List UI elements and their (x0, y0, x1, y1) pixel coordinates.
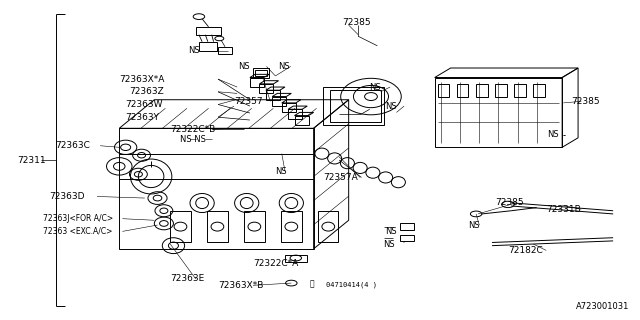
Text: NS: NS (278, 62, 290, 71)
Text: NS: NS (369, 83, 381, 92)
Text: NS: NS (385, 227, 396, 236)
Text: 72363C: 72363C (56, 141, 90, 150)
Text: Ⓢ: Ⓢ (309, 280, 314, 289)
Bar (435, 77, 562, 147)
Text: NS: NS (547, 130, 559, 139)
Bar (318, 211, 339, 243)
Text: NS: NS (189, 46, 200, 55)
Text: 72363X*A: 72363X*A (119, 75, 164, 84)
Text: 72322C*B: 72322C*B (170, 125, 216, 134)
Bar (495, 84, 507, 97)
Text: A723001031: A723001031 (575, 302, 629, 311)
Bar (285, 254, 307, 261)
Text: 04710414(4 ): 04710414(4 ) (326, 281, 378, 288)
Text: 72363J<FOR A/C>: 72363J<FOR A/C> (43, 214, 113, 223)
Text: NS: NS (275, 167, 287, 176)
Bar (281, 211, 301, 243)
Bar (457, 84, 468, 97)
Bar (253, 68, 269, 77)
Text: 72357A: 72357A (323, 173, 358, 182)
Bar (199, 42, 217, 51)
Text: 72331B: 72331B (546, 205, 581, 214)
Bar (244, 211, 264, 243)
Bar (438, 84, 449, 97)
Text: NS NS: NS NS (180, 135, 205, 144)
Text: 72385: 72385 (572, 97, 600, 106)
Text: 72363E: 72363E (170, 275, 205, 284)
Text: NS: NS (385, 101, 396, 111)
Bar (515, 84, 526, 97)
Text: 72311: 72311 (17, 156, 46, 164)
Bar (218, 47, 232, 54)
Bar (399, 223, 413, 230)
Bar (399, 235, 413, 241)
Text: NS: NS (238, 62, 250, 71)
Text: 72385: 72385 (495, 198, 524, 207)
Bar (534, 84, 545, 97)
Bar (323, 87, 384, 125)
Bar (207, 211, 228, 243)
Bar (255, 69, 267, 76)
Bar (330, 90, 381, 122)
Text: 72363X*B: 72363X*B (218, 281, 264, 290)
Text: NS: NS (383, 240, 395, 249)
Text: 72385: 72385 (342, 18, 371, 27)
Text: NS: NS (468, 220, 480, 229)
Text: 72363Z: 72363Z (129, 87, 164, 96)
Bar (476, 84, 488, 97)
Text: 72363Y: 72363Y (125, 113, 159, 122)
Text: 72363D: 72363D (49, 192, 84, 201)
Bar (196, 27, 221, 35)
Text: 72182C: 72182C (508, 246, 543, 255)
Text: 72357: 72357 (234, 97, 262, 106)
Text: 72363W: 72363W (125, 100, 163, 109)
Text: 72363 <EXC.A/C>: 72363 <EXC.A/C> (43, 227, 112, 236)
Text: 72322C*A: 72322C*A (253, 259, 298, 268)
Bar (170, 211, 191, 243)
